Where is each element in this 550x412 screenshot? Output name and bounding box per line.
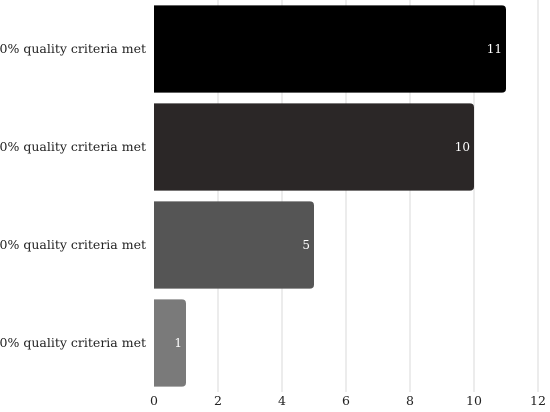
category-labels: 100% quality criteria met 80% quality cri… <box>0 41 146 350</box>
bar <box>154 103 474 191</box>
category-label: 100% quality criteria met <box>0 41 146 56</box>
category-label: 60% quality criteria met <box>0 237 146 252</box>
x-tick-label: 2 <box>214 393 222 408</box>
data-label: 5 <box>302 238 310 252</box>
x-tick-label: 8 <box>406 393 414 408</box>
x-axis-tick-labels: 0 2 4 6 8 10 12 <box>150 393 546 408</box>
bar <box>154 201 314 289</box>
bar <box>154 299 186 387</box>
bars <box>154 5 506 387</box>
data-label: 11 <box>487 42 502 56</box>
x-tick-label: 0 <box>150 393 158 408</box>
x-tick-label: 10 <box>466 393 482 408</box>
x-tick-label: 12 <box>530 393 546 408</box>
category-label: 40% quality criteria met <box>0 335 146 350</box>
x-tick-label: 4 <box>278 393 286 408</box>
data-label: 10 <box>455 140 470 154</box>
bar <box>154 5 506 93</box>
data-label: 1 <box>174 336 182 350</box>
value-labels: 11 10 5 1 <box>174 42 502 350</box>
x-tick-label: 6 <box>342 393 350 408</box>
category-label: 80% quality criteria met <box>0 139 146 154</box>
